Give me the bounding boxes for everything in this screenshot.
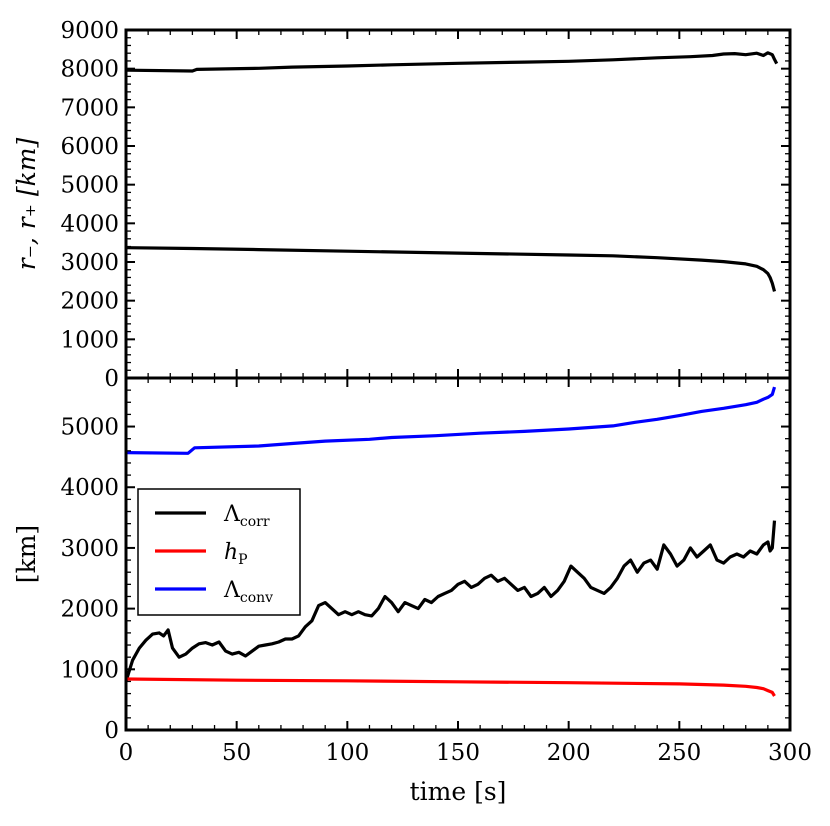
x-tick-label: 100	[325, 740, 369, 766]
y-tick-label: 7000	[60, 95, 119, 121]
legend-label: Λcorr	[223, 502, 270, 530]
y-tick-label: 8000	[60, 57, 119, 83]
y-tick-label: 5000	[60, 415, 119, 441]
bottom-y-axis-label: [km]	[12, 525, 41, 583]
y-tick-label: 2000	[60, 289, 119, 315]
y-tick-label: 3000	[60, 536, 119, 562]
x-tick-label: 0	[119, 740, 134, 766]
y-tick-label: 0	[104, 718, 119, 744]
series-line-top-1	[126, 246, 777, 292]
y-tick-label: 1000	[60, 327, 119, 353]
y-tick-label: 4000	[60, 475, 119, 501]
y-tick-label: 4000	[60, 211, 119, 237]
plot-frame	[124, 28, 792, 380]
legend-label-subscript: conv	[240, 590, 273, 606]
legend-label-base: Λ	[223, 578, 241, 603]
legend-label-subscript: corr	[240, 514, 270, 530]
bottom-panel: 0 1000 2000 3000 4000 5000 0 50 100 150 200 250 300	[60, 376, 812, 766]
series-line-bottom-2	[126, 386, 777, 455]
top-panel: 0 1000 2000 3000 4000 5000 6000 7000 8000 9000	[60, 18, 792, 392]
top-y-axis-label: r₋, r₊ [km]	[12, 138, 41, 271]
series-line-bottom-0	[126, 520, 777, 682]
legend-label-base: h	[224, 540, 238, 565]
y-tick-label: 1000	[60, 657, 119, 683]
legend-label-base: Λ	[223, 502, 241, 527]
legend-label: hP	[224, 540, 248, 568]
series-line-top-0	[126, 51, 779, 73]
y-tick-label: 2000	[60, 597, 119, 623]
y-tick-label: 9000	[60, 18, 119, 44]
y-tick-label: 5000	[60, 173, 119, 199]
x-tick-label: 200	[547, 740, 591, 766]
series-line-bottom-1	[126, 677, 776, 697]
legend-label-subscript: P	[238, 552, 247, 568]
legend-label: Λconv	[223, 578, 273, 606]
x-tick-label: 150	[436, 740, 480, 766]
x-tick-label: 50	[222, 740, 251, 766]
y-tick-label: 0	[104, 366, 119, 392]
x-tick-label: 300	[768, 740, 812, 766]
y-tick-label: 6000	[60, 134, 119, 160]
y-tick-label: 3000	[60, 250, 119, 276]
x-axis-label: time [s]	[410, 777, 507, 806]
x-tick-label: 250	[657, 740, 701, 766]
